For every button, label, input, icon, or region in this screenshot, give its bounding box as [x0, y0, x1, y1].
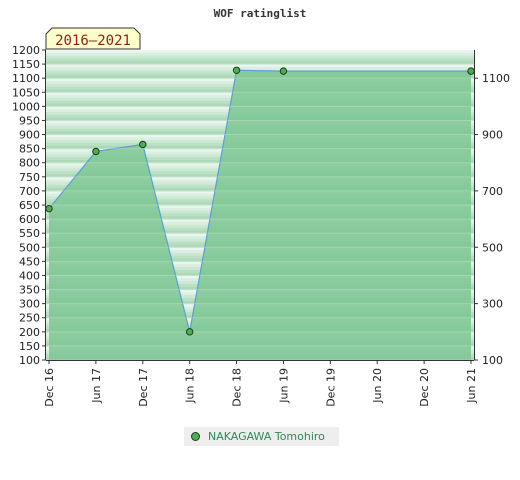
y-right-tick-label: 300 — [482, 298, 503, 311]
legend: NAKAGAWA Tomohiro — [184, 427, 339, 446]
data-point — [92, 147, 100, 156]
data-point — [185, 328, 194, 336]
series-area — [49, 70, 471, 361]
y-right-tick-label: 500 — [482, 241, 503, 254]
background-band — [46, 64, 474, 68]
y-left-tick-label: 800 — [19, 157, 40, 170]
chart-title: WOF ratinglist — [214, 7, 307, 20]
background-band — [46, 50, 474, 54]
y-left-tick-label: 1050 — [12, 86, 40, 99]
y-left-tick-label: 850 — [19, 143, 40, 156]
y-left-tick-label: 200 — [19, 326, 40, 339]
data-point — [232, 66, 241, 74]
y-left-tick-label: 900 — [19, 129, 40, 142]
legend-series-label: NAKAGAWA Tomohiro — [208, 430, 325, 443]
x-tick-label: Jun 17 — [90, 368, 103, 404]
y-left-tick-label: 250 — [19, 312, 40, 325]
y-right-tick-label: 1100 — [482, 72, 510, 85]
y-left-tick-label: 150 — [19, 340, 40, 353]
y-left-tick-label: 750 — [19, 171, 40, 184]
x-tick-label: Jun 19 — [277, 368, 290, 404]
y-left-tick-label: 100 — [19, 354, 40, 367]
y-left-tick-label: 600 — [19, 213, 40, 226]
y-left-tick-label: 950 — [19, 114, 40, 127]
x-tick-label: Jun 21 — [465, 368, 478, 404]
x-tick-label: Jun 20 — [371, 368, 384, 404]
x-tick-label: Dec 18 — [231, 368, 244, 407]
y-left-tick-label: 400 — [19, 269, 40, 282]
y-left-tick-label: 1000 — [12, 100, 40, 113]
y-left-tick-label: 1200 — [12, 44, 40, 57]
y-left-tick-label: 550 — [19, 227, 40, 240]
axes: 1200115011001050100095090085080075070065… — [12, 44, 510, 407]
background-band — [46, 58, 474, 62]
period-badge-box — [45, 27, 141, 50]
data-point — [467, 67, 475, 75]
y-right-tick-label: 900 — [482, 129, 503, 142]
y-left-tick-label: 650 — [19, 199, 40, 212]
y-left-tick-label: 300 — [19, 298, 40, 311]
data-point — [139, 140, 147, 149]
y-left-tick-label: 1150 — [12, 58, 40, 71]
background-band — [46, 52, 474, 57]
background-band — [46, 66, 474, 71]
x-tick-label: Dec 17 — [137, 368, 150, 407]
x-tick-label: Dec 19 — [324, 368, 337, 407]
x-tick-label: Jun 18 — [184, 368, 197, 404]
data-point — [45, 204, 53, 213]
y-right-tick-label: 100 — [482, 354, 503, 367]
background-band — [46, 55, 474, 59]
y-left-tick-label: 1100 — [12, 72, 40, 85]
x-tick-label: Dec 20 — [418, 368, 431, 407]
legend-marker — [191, 432, 200, 441]
background-band — [46, 61, 474, 65]
data-point — [279, 67, 288, 75]
y-left-tick-label: 700 — [19, 185, 40, 198]
x-tick-label: Dec 16 — [43, 368, 56, 407]
period-badge-label: 2016–2021 — [55, 33, 131, 49]
y-left-tick-label: 500 — [19, 241, 40, 254]
period-badge: 2016–2021 — [45, 27, 141, 50]
y-right-tick-label: 700 — [482, 185, 503, 198]
points-layer — [45, 66, 475, 336]
y-left-tick-label: 450 — [19, 255, 40, 268]
y-left-tick-label: 350 — [19, 284, 40, 297]
